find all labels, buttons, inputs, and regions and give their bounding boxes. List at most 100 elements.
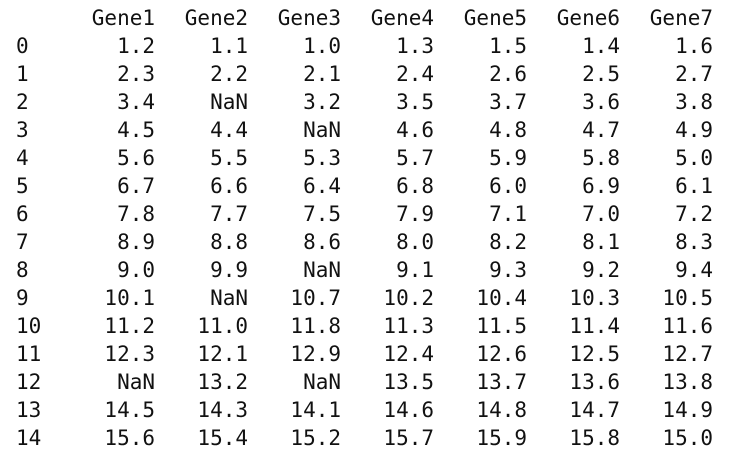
table-cell: NaN [303, 258, 341, 282]
table-cell: NaN [210, 90, 248, 114]
table-cell: 1.2 [117, 34, 155, 58]
table-cell: 9.3 [489, 258, 527, 282]
table-cell: 6.0 [489, 174, 527, 198]
table-cell: NaN [303, 118, 341, 142]
table-cell: 15.7 [383, 426, 434, 450]
table-row: 8 9.0 9.9 NaN 9.1 9.3 9.2 9.4 [16, 256, 713, 284]
table-cell: 5.8 [582, 146, 620, 170]
row-index: 8 [16, 258, 29, 282]
table-cell: 7.7 [210, 202, 248, 226]
table-cell: 8.1 [582, 230, 620, 254]
table-cell: 11.2 [104, 314, 155, 338]
table-cell: 3.5 [396, 90, 434, 114]
table-cell: 2.7 [675, 62, 713, 86]
index-header [16, 4, 62, 32]
row-index: 14 [16, 426, 42, 450]
table-cell: 12.7 [662, 342, 713, 366]
table-cell: 5.3 [303, 146, 341, 170]
table-row: 2 3.4 NaN 3.2 3.5 3.7 3.6 3.8 [16, 88, 713, 116]
row-index: 4 [16, 146, 29, 170]
table-cell: 10.3 [569, 286, 620, 310]
table-cell: NaN [117, 370, 155, 394]
table-cell: 7.8 [117, 202, 155, 226]
table-cell: 2.2 [210, 62, 248, 86]
table-row: 11 12.3 12.1 12.9 12.4 12.6 12.5 12.7 [16, 340, 713, 368]
table-cell: 12.1 [197, 342, 248, 366]
table-cell: 1.6 [675, 34, 713, 58]
table-cell: 6.1 [675, 174, 713, 198]
table-cell: 12.9 [290, 342, 341, 366]
table-cell: 6.4 [303, 174, 341, 198]
row-index: 13 [16, 398, 42, 422]
table-row: 0 1.2 1.1 1.0 1.3 1.5 1.4 1.6 [16, 32, 713, 60]
row-index: 3 [16, 118, 29, 142]
table-cell: 14.1 [290, 398, 341, 422]
table-row: 14 15.6 15.4 15.2 15.7 15.9 15.8 15.0 [16, 424, 713, 452]
table-cell: 7.9 [396, 202, 434, 226]
row-index: 2 [16, 90, 29, 114]
table-cell: 2.4 [396, 62, 434, 86]
table-cell: 9.2 [582, 258, 620, 282]
table-cell: 11.5 [476, 314, 527, 338]
table-cell: 14.5 [104, 398, 155, 422]
table-cell: 15.9 [476, 426, 527, 450]
table-cell: 3.7 [489, 90, 527, 114]
table-cell: 8.8 [210, 230, 248, 254]
dataframe-table: Gene1 Gene2 Gene3 Gene4 Gene5 Gene6 Gene… [16, 4, 713, 452]
table-cell: 6.6 [210, 174, 248, 198]
table-cell: 4.7 [582, 118, 620, 142]
table-cell: 15.0 [662, 426, 713, 450]
table-cell: 5.7 [396, 146, 434, 170]
table-cell: 9.0 [117, 258, 155, 282]
row-index: 9 [16, 286, 29, 310]
table-cell: 10.1 [104, 286, 155, 310]
table-cell: 5.5 [210, 146, 248, 170]
table-cell: 6.9 [582, 174, 620, 198]
table-cell: 4.6 [396, 118, 434, 142]
table-cell: 11.6 [662, 314, 713, 338]
table-cell: 15.8 [569, 426, 620, 450]
table-cell: 4.5 [117, 118, 155, 142]
table-cell: 11.8 [290, 314, 341, 338]
table-cell: 4.8 [489, 118, 527, 142]
table-cell: 8.9 [117, 230, 155, 254]
row-index: 12 [16, 370, 42, 394]
table-cell: 3.8 [675, 90, 713, 114]
table-cell: 1.1 [210, 34, 248, 58]
table-cell: 10.7 [290, 286, 341, 310]
table-cell: 14.8 [476, 398, 527, 422]
table-cell: 7.5 [303, 202, 341, 226]
table-cell: 10.2 [383, 286, 434, 310]
table-cell: 6.8 [396, 174, 434, 198]
table-cell: 8.3 [675, 230, 713, 254]
table-cell: 4.9 [675, 118, 713, 142]
table-cell: 3.2 [303, 90, 341, 114]
table-cell: 14.6 [383, 398, 434, 422]
column-header: Gene6 [556, 6, 620, 30]
table-cell: 10.4 [476, 286, 527, 310]
table-cell: 12.3 [104, 342, 155, 366]
table-cell: 11.4 [569, 314, 620, 338]
table-cell: 8.2 [489, 230, 527, 254]
table-cell: 13.6 [569, 370, 620, 394]
row-index: 5 [16, 174, 29, 198]
table-cell: 15.2 [290, 426, 341, 450]
column-header: Gene5 [463, 6, 527, 30]
table-row: 6 7.8 7.7 7.5 7.9 7.1 7.0 7.2 [16, 200, 713, 228]
table-row: 10 11.2 11.0 11.8 11.3 11.5 11.4 11.6 [16, 312, 713, 340]
table-cell: 14.9 [662, 398, 713, 422]
table-cell: 2.5 [582, 62, 620, 86]
table-cell: 11.3 [383, 314, 434, 338]
table-row: 9 10.1 NaN 10.7 10.2 10.4 10.3 10.5 [16, 284, 713, 312]
row-index: 0 [16, 34, 29, 58]
table-cell: 5.0 [675, 146, 713, 170]
column-header: Gene1 [91, 6, 155, 30]
table-cell: 4.4 [210, 118, 248, 142]
table-row: 1 2.3 2.2 2.1 2.4 2.6 2.5 2.7 [16, 60, 713, 88]
table-cell: 7.0 [582, 202, 620, 226]
table-cell: 7.1 [489, 202, 527, 226]
table-cell: 1.4 [582, 34, 620, 58]
table-cell: 14.3 [197, 398, 248, 422]
row-index: 11 [16, 342, 42, 366]
